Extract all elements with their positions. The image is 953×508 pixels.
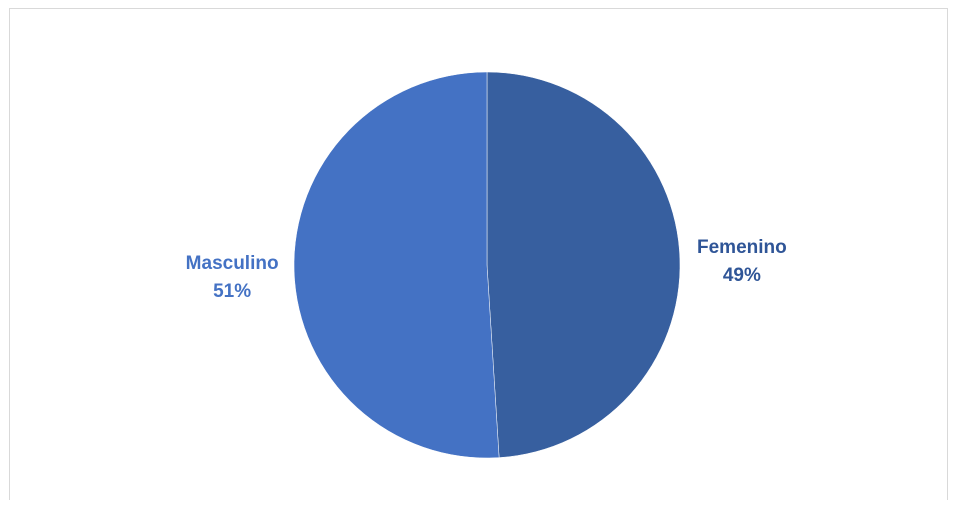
- data-label-masculino-name: Masculino: [186, 253, 279, 274]
- data-label-femenino-percent: 49%: [723, 265, 761, 286]
- data-label-femenino-name: Femenino: [697, 237, 787, 258]
- chart-area: [9, 8, 948, 500]
- data-label-masculino-percent: 51%: [213, 281, 251, 302]
- pie-slice-masculino: [293, 71, 500, 459]
- pie-slice-femenino: [486, 71, 681, 458]
